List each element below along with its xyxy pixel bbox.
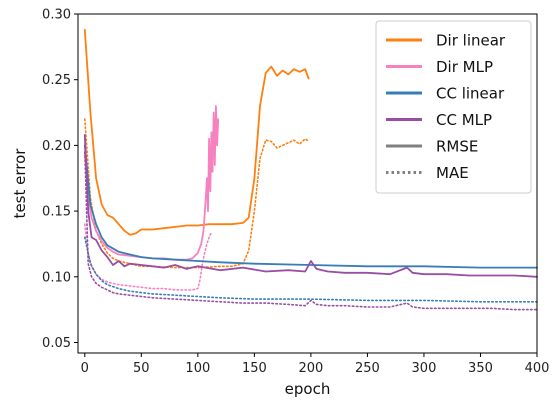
y-tick-label: 0.25 — [42, 73, 71, 88]
x-tick-label: 300 — [412, 361, 437, 376]
legend-label-dir-mlp: Dir MLP — [436, 58, 493, 76]
series-line-dir-linear-mae — [84, 118, 310, 269]
series-layer — [83, 28, 538, 311]
y-tick-label: 0.10 — [42, 270, 71, 285]
y-tick-label: 0.30 — [42, 8, 71, 23]
series-line-dir-linear-rmse — [83, 28, 310, 236]
x-axis-ticks: 0 50 100 150 200 250 300 350 400 — [81, 353, 550, 376]
x-tick-label: 150 — [242, 361, 267, 376]
x-axis-title: epoch — [285, 380, 331, 398]
legend-label-rmse: RMSE — [436, 138, 478, 156]
plot-frame — [77, 13, 538, 354]
x-tick-label: 0 — [81, 361, 89, 376]
series-line-cc-linear-mae — [84, 236, 538, 303]
x-tick-label: 400 — [525, 361, 550, 376]
legend-label-dir-linear: Dir linear — [436, 32, 506, 50]
series-line-cc-mlp-mae — [84, 151, 538, 311]
legend-label-cc-linear: CC linear — [436, 85, 505, 103]
y-axis-title: test error — [11, 148, 29, 219]
y-tick-label: 0.20 — [42, 139, 71, 154]
legend-label-mae: MAE — [436, 164, 469, 182]
x-tick-label: 200 — [298, 361, 323, 376]
legend: Dir linear Dir MLP CC linear CC MLP RMSE MAE — [375, 20, 532, 194]
y-axis-ticks: 0.05 0.10 0.15 0.20 0.25 0.30 — [42, 8, 78, 351]
x-tick-label: 100 — [185, 361, 210, 376]
series-line-cc-mlp-rmse — [83, 133, 538, 278]
series-line-dir-mlp-mae — [84, 223, 213, 291]
x-tick-label: 350 — [468, 361, 493, 376]
series-line-cc-linear-rmse — [83, 144, 538, 269]
y-tick-label: 0.15 — [42, 205, 71, 220]
x-tick-label: 250 — [355, 361, 380, 376]
y-tick-label: 0.05 — [42, 336, 71, 351]
legend-label-cc-mlp: CC MLP — [436, 111, 492, 129]
legend-box — [375, 20, 532, 194]
series-line-dir-mlp-rmse — [83, 105, 220, 261]
x-tick-label: 50 — [133, 361, 150, 376]
